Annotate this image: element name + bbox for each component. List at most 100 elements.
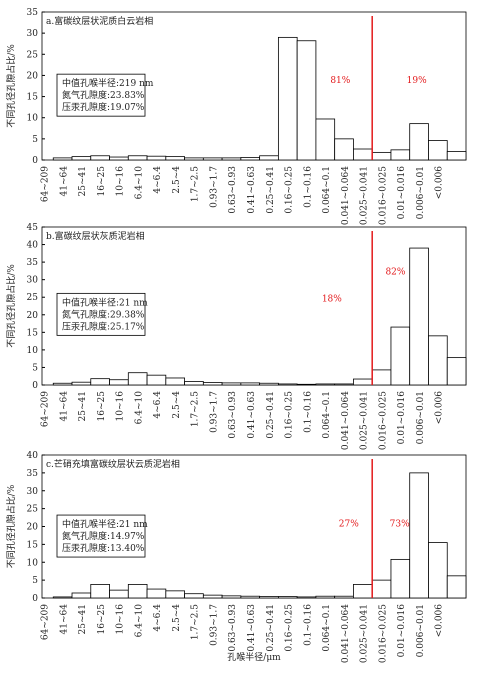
y-tick-label: 10 [27,346,39,356]
x-tick-label: 1.7~2.5 [191,166,201,202]
bar [409,123,429,161]
info-text: 压汞孔隙度:19.07% [62,101,145,113]
x-tick-label: 16~25 [97,604,107,635]
bar [315,118,336,161]
info-text: 压汞孔隙度:13.40% [62,542,145,554]
bar [146,374,167,386]
x-tick-label: 0.025~0.041 [360,391,370,450]
x-tick-label: 4~6.4 [153,391,163,419]
x-tick-label: 1.7~2.5 [191,391,201,427]
y-tick-label: 35 [27,469,39,479]
bar [202,594,223,599]
x-tick-label: 0.93~1.7 [209,166,219,208]
x-tick-label: 0.63~0.93 [228,391,238,439]
x-tick-label: 2.5~4 [172,604,182,632]
x-tick-label: 41~64 [59,391,69,422]
bar [259,596,279,599]
bar [90,378,110,386]
x-tick-label: 0.1~0.16 [303,604,313,646]
annotation: 19% [407,76,427,86]
y-tick-label: 20 [27,71,39,81]
chart-title: a.富碳纹层状泥质白云岩相 [46,15,153,27]
x-tick-label: 25~41 [78,166,88,196]
bar [184,381,204,386]
bar [277,36,298,161]
y-tick-label: 35 [27,8,39,18]
y-tick-label: 45 [27,223,39,233]
bar [334,138,354,161]
x-tick-label: 0.16~0.25 [285,166,295,214]
x-tick-label: 0.16~0.25 [285,604,295,652]
y-axis-label: 不同孔径孔隙占比/% [5,264,17,348]
bar [428,335,448,386]
x-tick-label: 1.7~2.5 [191,604,201,640]
bar [428,140,448,161]
x-tick-label: 0.93~1.7 [209,391,219,433]
info-text: 氮气孔隙度:14.97% [62,530,145,542]
bar [334,383,354,386]
bar [240,382,261,386]
x-tick-label: 0.25~0.41 [266,391,276,439]
x-tick-label: 0.016~0.025 [378,166,388,225]
y-tick-label: 30 [27,29,39,39]
bar [353,584,373,599]
info-text: 压汞孔隙度:25.17% [62,320,145,332]
x-tick-label: 0.1~0.16 [303,391,313,433]
info-text: 中值孔喉半径:219 nm [62,77,154,89]
bar [390,326,411,386]
bar [409,472,429,599]
annotation: 82% [385,267,405,277]
bar [277,383,298,386]
bar [390,558,411,599]
bar [221,157,242,161]
bar [165,590,185,599]
bar [165,156,185,161]
bar [277,596,298,599]
bar [90,155,110,161]
info-box [56,514,146,558]
bar [446,151,467,161]
y-tick-label: 10 [27,114,39,124]
bar [371,151,392,161]
info-box [56,292,146,336]
x-tick-label: 2.5~4 [172,391,182,419]
x-tick-label: 4~6.4 [153,166,163,194]
x-tick-label: 4~6.4 [153,604,163,632]
y-tick-label: 40 [27,451,39,461]
bar [146,588,167,599]
x-tick-label: 0.064~0.1 [322,604,332,652]
info-text: 中值孔喉半径:21 nm [62,296,148,308]
info-text: 氮气孔隙度:23.83% [62,89,145,101]
x-tick-label: 0.25~0.41 [266,604,276,652]
x-tick-label: 0.006~0.01 [416,391,426,444]
x-tick-label: 25~41 [78,391,88,421]
y-tick-label: 30 [27,276,39,286]
y-tick-label: 25 [27,293,39,303]
bar [240,157,261,161]
y-tick-label: 25 [27,50,39,60]
bar [353,378,373,386]
x-tick-label: 0.041~0.064 [341,391,351,450]
bar [165,377,185,386]
x-tick-label: 0.63~0.93 [228,604,238,652]
y-tick-label: 15 [27,540,39,550]
x-tick-label: 0.006~0.01 [416,604,426,657]
x-tick-label: <0.006 [435,391,445,425]
bar [184,157,204,161]
bar [371,579,392,599]
x-tick-label: 25~41 [78,604,88,634]
annotation: 27% [339,520,359,530]
y-tick-label: 5 [32,135,38,145]
y-tick-label: 25 [27,505,39,515]
annotation: 81% [330,76,350,86]
x-tick-label: 0.01~0.016 [397,604,407,658]
x-tick-label: <0.006 [435,604,445,638]
x-tick-label: 0.041~0.064 [341,604,351,663]
info-text: 氮气孔隙度:29.38% [62,308,145,320]
bar [240,595,261,599]
x-tick-label: 64~209 [41,391,51,427]
y-tick-label: 20 [27,311,39,321]
bar [259,382,279,386]
x-tick-label: 0.016~0.025 [378,604,388,663]
